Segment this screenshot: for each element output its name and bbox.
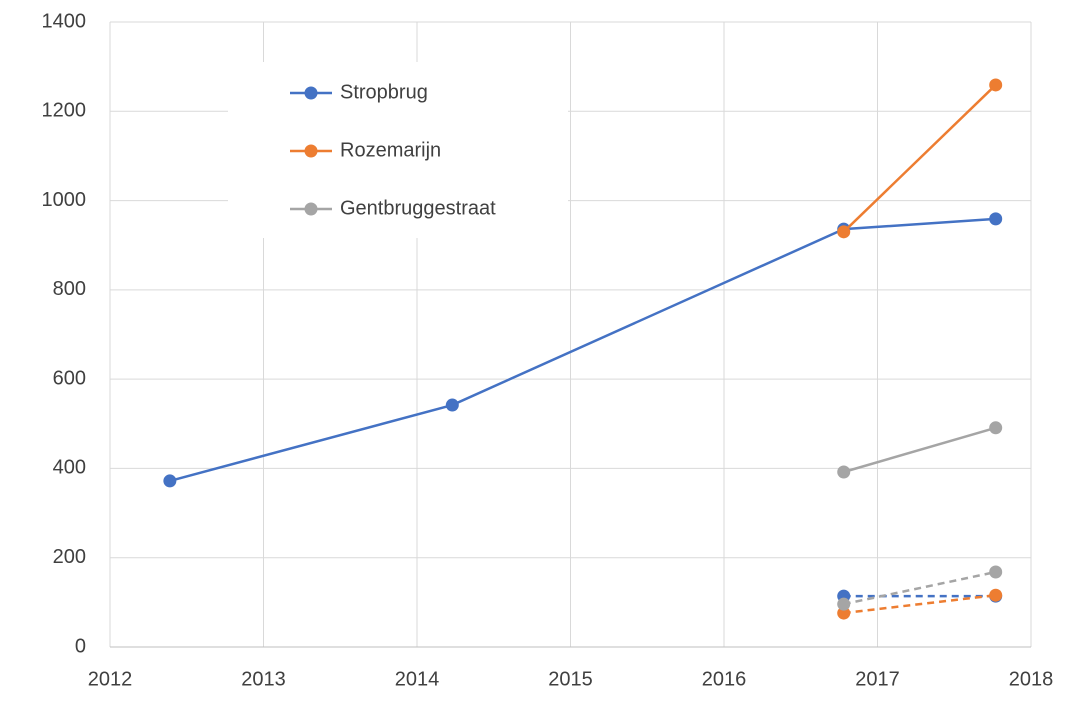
legend-box xyxy=(228,62,568,238)
y-tick-label: 0 xyxy=(75,635,86,657)
data-point xyxy=(989,421,1003,435)
data-point xyxy=(989,212,1003,226)
legend-label: Gentbruggestraat xyxy=(340,197,496,219)
x-tick-label: 2016 xyxy=(702,668,747,690)
legend-marker xyxy=(304,144,318,158)
x-tick-label: 2014 xyxy=(395,668,440,690)
x-tick-label: 2017 xyxy=(855,668,900,690)
x-tick-label: 2013 xyxy=(241,668,286,690)
x-tick-label: 2012 xyxy=(88,668,133,690)
y-tick-label: 400 xyxy=(53,457,86,479)
series-line xyxy=(843,426,997,474)
series-line xyxy=(843,570,996,606)
data-point xyxy=(837,606,851,620)
legend-label: Stropbrug xyxy=(340,81,428,103)
y-tick-label: 800 xyxy=(53,278,86,300)
y-tick-label: 1400 xyxy=(42,10,87,32)
y-tick-label: 1200 xyxy=(42,100,87,122)
data-point xyxy=(837,225,851,239)
data-point xyxy=(163,474,177,488)
series-line xyxy=(843,593,996,615)
y-tick-label: 1000 xyxy=(42,189,87,211)
legend-label: Rozemarijn xyxy=(340,139,441,161)
data-point xyxy=(445,398,459,412)
series-line xyxy=(169,217,996,483)
y-tick-label: 600 xyxy=(53,367,86,389)
series-line xyxy=(842,84,997,233)
legend-marker xyxy=(304,86,318,100)
data-point xyxy=(989,588,1003,602)
x-tick-label: 2015 xyxy=(548,668,593,690)
data-point xyxy=(837,597,851,611)
data-point xyxy=(989,78,1003,92)
legend-marker xyxy=(304,202,318,216)
data-point xyxy=(989,565,1003,579)
y-tick-label: 200 xyxy=(53,546,86,568)
x-tick-label: 2018 xyxy=(1009,668,1054,690)
data-point xyxy=(837,465,851,479)
